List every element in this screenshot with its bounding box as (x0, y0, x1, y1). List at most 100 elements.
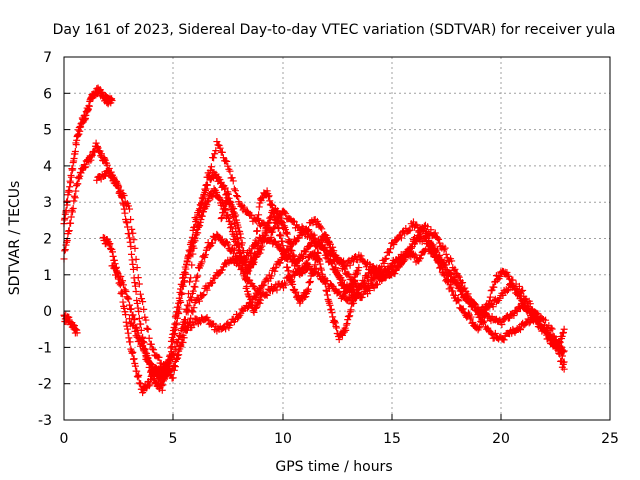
data-point (126, 301, 134, 309)
data-point (124, 223, 132, 231)
data-point (223, 194, 231, 202)
data-point (171, 343, 179, 351)
data-point (274, 224, 282, 232)
data-point (346, 285, 354, 293)
data-point (519, 286, 527, 294)
data-point (441, 244, 449, 252)
data-point (241, 257, 249, 265)
data-point (212, 147, 220, 155)
data-point (205, 171, 213, 179)
data-point (313, 253, 321, 261)
data-point (130, 321, 138, 329)
data-point (325, 240, 333, 248)
data-point (461, 284, 469, 292)
data-point (455, 297, 463, 305)
data-point (140, 305, 148, 313)
data-point (433, 234, 441, 242)
data-point (128, 225, 136, 233)
data-point (73, 329, 81, 337)
y-tick-label: 5 (43, 123, 52, 139)
data-point (218, 214, 226, 222)
data-point (178, 280, 186, 288)
data-point (310, 264, 318, 272)
data-point (347, 284, 355, 292)
data-point (317, 223, 325, 231)
data-point (199, 292, 207, 300)
data-point (451, 275, 459, 283)
data-point (88, 153, 96, 161)
data-point (416, 255, 424, 263)
data-point (63, 197, 71, 205)
data-point (121, 286, 129, 294)
data-point (506, 275, 514, 283)
data-point (285, 236, 293, 244)
data-point (303, 287, 311, 295)
data-point (224, 162, 232, 170)
data-point (231, 213, 239, 221)
data-point (265, 218, 273, 226)
data-point (131, 244, 139, 252)
data-marks (60, 84, 568, 397)
grid-lines (64, 57, 610, 420)
data-point (277, 232, 285, 240)
series-track-c (60, 311, 81, 337)
data-point (169, 362, 177, 370)
data-point (535, 317, 543, 325)
data-point (135, 379, 143, 387)
data-point (391, 270, 399, 278)
data-point (65, 227, 73, 235)
data-point (130, 355, 138, 363)
data-point (124, 202, 132, 210)
data-point (187, 274, 195, 282)
data-point (226, 167, 234, 175)
data-point (111, 177, 119, 185)
data-point (92, 139, 100, 147)
data-point (228, 174, 236, 182)
data-point (190, 304, 198, 312)
data-point (509, 282, 517, 290)
data-point (285, 247, 293, 255)
data-point (70, 197, 78, 205)
data-point (363, 274, 371, 282)
data-point (336, 274, 344, 282)
data-point (560, 347, 568, 355)
data-point (358, 293, 366, 301)
data-point (451, 265, 459, 273)
data-point (477, 311, 485, 319)
data-point (188, 261, 196, 269)
data-point (329, 250, 337, 258)
data-point (144, 325, 152, 333)
data-point (146, 360, 154, 368)
data-point (148, 345, 156, 353)
data-point (71, 148, 79, 156)
data-point (544, 330, 552, 338)
data-point (331, 257, 339, 265)
data-point (324, 296, 332, 304)
data-point (300, 293, 308, 301)
data-point (171, 313, 179, 321)
data-point (498, 321, 506, 329)
data-point (488, 330, 496, 338)
data-point (131, 282, 139, 290)
data-point (119, 281, 127, 289)
data-point (306, 262, 314, 270)
data-point (267, 200, 275, 208)
data-point (115, 182, 123, 190)
data-point (175, 331, 183, 339)
data-point (250, 308, 258, 316)
data-point (299, 252, 307, 260)
data-point (122, 318, 130, 326)
data-point (311, 234, 319, 242)
data-point (230, 205, 238, 213)
data-point (189, 242, 197, 250)
data-point (431, 229, 439, 237)
data-point (247, 249, 255, 257)
data-point (510, 283, 518, 291)
axis-ticks (63, 56, 611, 421)
data-point (322, 246, 330, 254)
data-point (135, 308, 143, 316)
data-point (413, 237, 421, 245)
data-point (232, 235, 240, 243)
data-point (119, 277, 127, 285)
